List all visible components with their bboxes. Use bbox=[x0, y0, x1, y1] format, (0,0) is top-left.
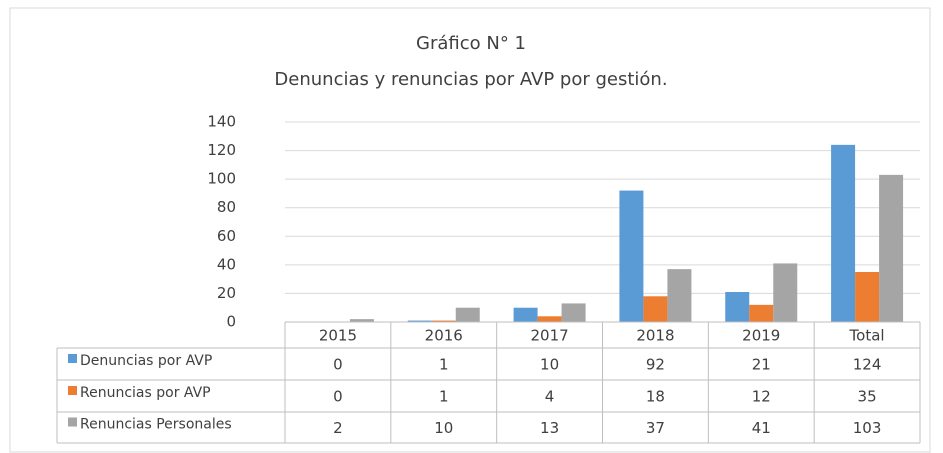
bar bbox=[855, 272, 880, 322]
table-value: 0 bbox=[333, 356, 343, 374]
x-tick-label: 2018 bbox=[636, 327, 674, 345]
table-value: 2 bbox=[333, 419, 343, 437]
x-tick-label: 2015 bbox=[319, 327, 357, 345]
bar bbox=[537, 316, 562, 322]
table-value: 0 bbox=[333, 388, 343, 406]
bar bbox=[643, 296, 668, 322]
y-tick-label: 100 bbox=[207, 170, 236, 188]
x-tick-label: 2017 bbox=[530, 327, 568, 345]
bar bbox=[879, 174, 904, 322]
chart-title: Gráfico N° 1 bbox=[416, 33, 526, 54]
chart-subtitle: Denuncias y renuncias por AVP por gestió… bbox=[274, 69, 667, 90]
bar bbox=[407, 320, 432, 322]
table-value: 10 bbox=[434, 419, 453, 437]
chart-frame bbox=[9, 7, 931, 453]
table-value: 12 bbox=[752, 388, 771, 406]
y-tick-label: 140 bbox=[207, 113, 236, 131]
table-value: 10 bbox=[540, 356, 559, 374]
table-value: 1 bbox=[439, 388, 449, 406]
table-value: 21 bbox=[752, 356, 771, 374]
bar bbox=[725, 292, 750, 322]
legend-label: Renuncias Personales bbox=[80, 417, 232, 433]
table-value: 18 bbox=[646, 388, 665, 406]
y-tick-label: 20 bbox=[217, 284, 236, 302]
bar bbox=[773, 263, 798, 322]
x-tick-label: Total bbox=[849, 327, 885, 345]
table-value: 4 bbox=[545, 388, 555, 406]
y-tick-label: 40 bbox=[217, 255, 236, 273]
x-tick-label: 2016 bbox=[425, 327, 463, 345]
table-value: 35 bbox=[858, 388, 877, 406]
bar bbox=[831, 144, 856, 322]
table-value: 124 bbox=[853, 356, 882, 374]
table-value: 41 bbox=[752, 419, 771, 437]
table-value: 103 bbox=[853, 419, 882, 437]
y-tick-label: 0 bbox=[226, 313, 236, 331]
bar bbox=[349, 319, 374, 322]
table-value: 37 bbox=[646, 419, 665, 437]
legend-label: Denuncias por AVP bbox=[80, 353, 212, 369]
legend-swatch bbox=[68, 354, 77, 363]
bar bbox=[455, 307, 480, 322]
bar bbox=[513, 307, 538, 322]
y-tick-label: 80 bbox=[217, 198, 236, 216]
bar bbox=[667, 269, 692, 322]
bar bbox=[431, 320, 456, 322]
legend-swatch bbox=[68, 417, 77, 427]
table-value: 1 bbox=[439, 356, 449, 374]
y-tick-label: 60 bbox=[217, 227, 236, 245]
bar bbox=[619, 190, 644, 322]
legend-swatch bbox=[68, 386, 77, 395]
bar bbox=[561, 303, 586, 322]
legend-label: Renuncias por AVP bbox=[80, 385, 211, 401]
table-value: 13 bbox=[540, 419, 559, 437]
y-tick-label: 120 bbox=[207, 141, 236, 159]
bar bbox=[749, 304, 774, 322]
x-tick-label: 2019 bbox=[742, 327, 780, 345]
table-value: 92 bbox=[646, 356, 665, 374]
